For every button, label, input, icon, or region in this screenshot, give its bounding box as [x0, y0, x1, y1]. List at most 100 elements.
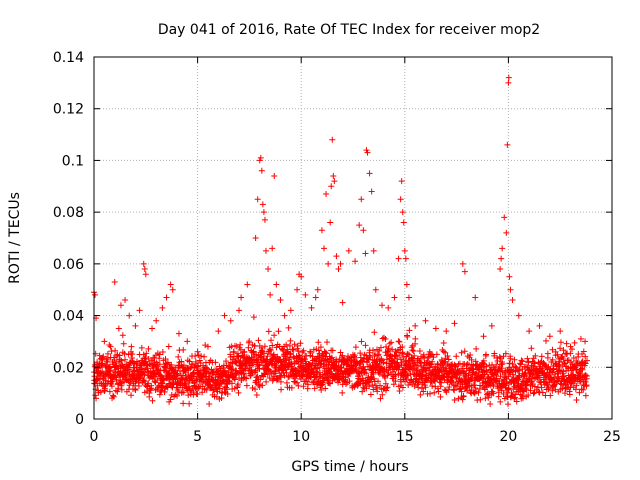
data-point: [142, 271, 149, 278]
noise-point: [97, 389, 104, 396]
noise-point: [527, 387, 534, 394]
noise-point: [407, 364, 414, 371]
data-point: [507, 286, 514, 293]
noise-point: [167, 380, 174, 387]
axis-ticks: [93, 56, 613, 420]
noise-point: [420, 379, 427, 386]
noise-point: [421, 355, 428, 362]
data-point: [360, 227, 367, 234]
data-point: [132, 322, 139, 329]
noise-point: [118, 386, 125, 393]
noise-point: [502, 350, 509, 357]
noise-point: [146, 393, 153, 400]
data-point: [256, 157, 263, 164]
data-point: [136, 307, 143, 314]
noise-point: [472, 358, 479, 365]
noise-point: [299, 349, 306, 356]
y-tick-label: 0.02: [53, 360, 84, 376]
noise-point: [278, 386, 285, 393]
noise-point: [493, 361, 500, 368]
noise-point: [135, 383, 142, 390]
noise-point: [160, 375, 167, 382]
data-point: [358, 196, 365, 203]
noise-point: [499, 369, 506, 376]
data-point: [159, 304, 166, 311]
noise-point: [403, 360, 410, 367]
noise-point: [119, 332, 126, 339]
noise-point: [285, 324, 292, 331]
noise-point: [267, 350, 274, 357]
data-point: [287, 307, 294, 314]
noise-point: [180, 400, 187, 407]
noise-point: [483, 363, 490, 370]
noise-point: [467, 374, 474, 381]
data-point: [379, 302, 386, 309]
noise-point: [287, 337, 294, 344]
noise-point: [440, 339, 447, 346]
noise-point: [458, 349, 465, 356]
noise-point: [234, 381, 241, 388]
data-point: [366, 170, 373, 177]
data-point: [480, 333, 487, 340]
noise-point: [156, 361, 163, 368]
noise-point: [290, 346, 297, 353]
noise-point: [257, 376, 264, 383]
noise-point: [392, 378, 399, 385]
noise-point: [156, 355, 163, 362]
data-point: [397, 196, 404, 203]
noise-point: [273, 344, 280, 351]
noise-point: [206, 401, 213, 408]
data-point: [320, 245, 327, 252]
x-axis-label: GPS time / hours: [291, 459, 408, 475]
noise-point: [294, 379, 301, 386]
noise-point: [509, 371, 516, 378]
data-point: [92, 291, 99, 298]
noise-point: [466, 383, 473, 390]
noise-point: [235, 389, 242, 396]
noise-point: [451, 397, 458, 404]
noise-point: [224, 386, 231, 393]
noise-point: [377, 395, 384, 402]
noise-point: [557, 345, 564, 352]
noise-point: [367, 391, 374, 398]
data-point: [257, 154, 264, 161]
noise-point: [458, 388, 465, 395]
noise-point: [104, 350, 111, 357]
noise-point: [410, 347, 417, 354]
noise-point: [497, 373, 504, 380]
noise-point: [156, 351, 163, 358]
noise-point: [359, 388, 366, 395]
noise-point: [221, 368, 228, 375]
data-point: [140, 260, 147, 267]
noise-point: [583, 382, 590, 389]
noise-point: [295, 348, 302, 355]
noise-point: [212, 359, 219, 366]
noise-point: [377, 344, 384, 351]
noise-point: [400, 353, 407, 360]
noise-point: [162, 356, 169, 363]
noise-point: [427, 390, 434, 397]
noise-point: [517, 383, 524, 390]
data-point: [328, 183, 335, 190]
noise-point: [141, 355, 148, 362]
noise-point: [134, 360, 141, 367]
data-point: [403, 281, 410, 288]
noise-point: [567, 350, 574, 357]
noise-point: [370, 347, 377, 354]
data-point: [126, 312, 133, 319]
noise-point: [192, 377, 199, 384]
data-point: [294, 286, 301, 293]
data-point: [372, 286, 379, 293]
noise-point: [253, 391, 260, 398]
data-point: [314, 286, 321, 293]
noise-point: [201, 353, 208, 360]
data-point: [422, 317, 429, 324]
noise-point: [240, 371, 247, 378]
noise-point: [112, 347, 119, 354]
data-point: [526, 328, 533, 335]
noise-point: [549, 369, 556, 376]
noise-point: [402, 367, 409, 374]
noise-point: [110, 361, 117, 368]
noise-point: [111, 373, 118, 380]
noise-point: [203, 386, 210, 393]
